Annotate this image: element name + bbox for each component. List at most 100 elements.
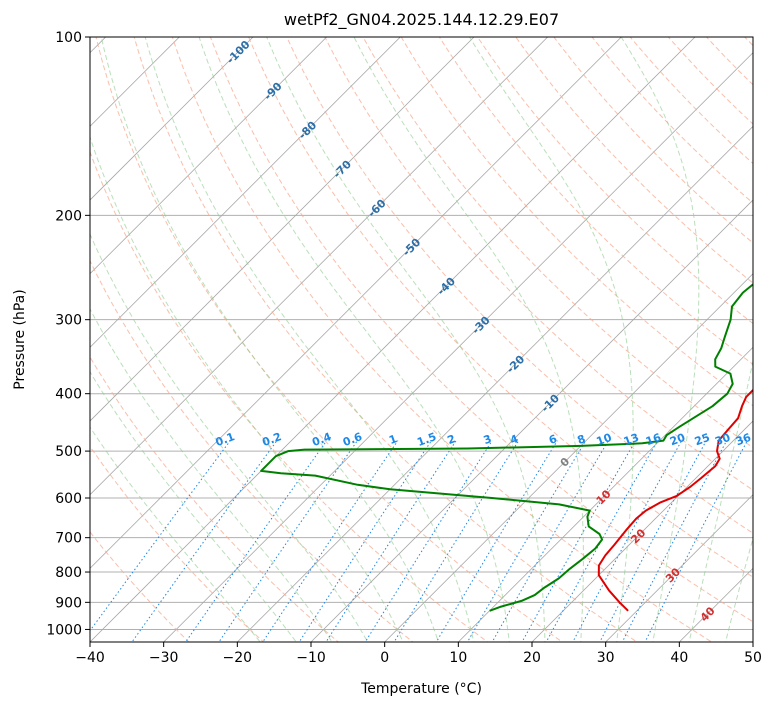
x-tick-label: −30: [149, 650, 179, 666]
isotherm-line: [531, 420, 753, 642]
temperature-profile-line: [597, 388, 753, 612]
dry-adiabat-line: [400, 37, 753, 407]
mixing-ratio-label: 1: [387, 432, 399, 447]
plot-frame: [89, 36, 754, 643]
dry-adiabat-line: [171, 37, 713, 642]
mixing-ratio-label: 0.1: [214, 430, 237, 449]
isotherm-line: [163, 52, 753, 642]
moist-adiabat-line: [620, 37, 700, 642]
y-tick-label: 600: [55, 491, 82, 507]
y-tick-label: 100: [55, 30, 82, 46]
moist-adiabat-line: [198, 37, 510, 642]
dry-adiabat-line: [133, 37, 638, 642]
series-layer: [260, 283, 753, 612]
isotherm-line: [90, 37, 622, 569]
dry-adiabat-line: [90, 150, 489, 642]
mixing-ratio-label: 6: [547, 432, 559, 447]
isotherm-line: [605, 494, 753, 642]
mixing-ratio-label: 1.5: [415, 430, 438, 449]
isotherm-line: [90, 37, 254, 201]
mixing-ratio-label: 8: [576, 432, 588, 447]
y-axis-label: Pressure (hPa): [12, 289, 28, 389]
mixing-ratio-label: 0.4: [310, 430, 333, 449]
mixing-ratio-label: 25: [693, 431, 712, 448]
mixing-ratio-label: 20: [668, 431, 687, 449]
dry-adiabat-line: [324, 37, 753, 491]
x-axis-label: Temperature (°C): [360, 681, 482, 697]
isotherm-line: [90, 37, 696, 642]
mixing-ratio-label: 36: [734, 431, 753, 449]
y-tick-label: 400: [55, 387, 82, 403]
x-tick-label: −10: [296, 650, 326, 666]
mixing-ratio-label: 3: [482, 432, 494, 447]
mixing-ratio-line: [572, 440, 683, 642]
moist-adiabat-line: [90, 308, 333, 642]
y-tick-label: 500: [55, 444, 82, 460]
dry-adiabat-line: [90, 259, 414, 642]
mixing-ratio-line: [185, 440, 328, 642]
isotherm-line: [384, 273, 753, 642]
dry-adiabat-line: [90, 356, 340, 642]
moist-adiabat-line: [353, 37, 584, 642]
dry-adiabat-line: [770, 24, 775, 654]
mixing-ratio-label: 10: [595, 431, 614, 449]
isotherm-line: [90, 37, 549, 496]
mixing-ratio-line: [298, 440, 432, 642]
grid-layer: [90, 24, 775, 654]
mixing-ratio-line: [466, 440, 587, 642]
mixing-ratio-line: [491, 440, 609, 642]
mixing-ratio-line: [90, 440, 231, 632]
moist-adiabat-line: [90, 135, 404, 642]
dry-adiabat-line: [553, 37, 753, 244]
moist-adiabat-line: [90, 370, 297, 642]
isotherm-line: [90, 37, 328, 275]
dry-adiabat-line: [591, 37, 753, 204]
x-tick-label: 40: [670, 650, 688, 666]
moist-adiabat-line: [100, 37, 440, 642]
x-tick-label: 0: [380, 650, 389, 666]
dry-adiabat-line: [286, 37, 753, 534]
dry-adiabat-line: [438, 37, 753, 366]
mixing-ratio-label: 2: [446, 432, 458, 447]
mixing-ratio-label: 30: [713, 431, 732, 449]
dry-adiabat-line: [476, 37, 753, 325]
dewpoint-profile-line: [260, 283, 753, 612]
x-tick-label: 50: [744, 650, 762, 666]
moist-adiabat-line: [90, 426, 261, 642]
mixing-ratio-label: 16: [644, 431, 663, 449]
moist-adiabat-line: [469, 37, 634, 642]
chart-title: wetPf2_GN04.2025.144.12.29.E07: [283, 10, 560, 29]
mixing-ratio-label: 4: [508, 432, 520, 447]
y-tick-label: 200: [55, 208, 82, 224]
y-tick-label: 800: [55, 565, 82, 581]
x-tick-label: 20: [523, 650, 541, 666]
mixing-ratio-label: 13: [622, 431, 641, 448]
plot-area: [90, 37, 753, 642]
dry-adiabat-line: [362, 37, 753, 449]
isotherm-line: [90, 37, 401, 348]
mixing-ratio-line: [393, 440, 520, 642]
moist-adiabat-line: [266, 37, 546, 642]
y-tick-label: 300: [55, 313, 82, 329]
y-tick-label: 900: [55, 595, 82, 611]
dry-adiabat-line: [209, 37, 753, 623]
mixing-ratio-line: [545, 440, 659, 642]
y-tick-label: 1000: [46, 622, 82, 638]
y-tick-label: 700: [55, 531, 82, 547]
axis-layer: −40 −30 −20 −10 0 10 20 30 40 5010020030040050060…: [46, 30, 762, 666]
mixing-ratio-line: [521, 440, 637, 642]
moist-adiabat-line: [144, 37, 475, 642]
mixing-ratio-line: [599, 440, 707, 642]
x-tick-label: −40: [75, 650, 105, 666]
x-tick-label: 30: [597, 650, 615, 666]
moist-adiabat-line: [725, 536, 753, 642]
isotherm-line: [310, 199, 753, 642]
dry-adiabat-line: [95, 37, 564, 642]
mixing-ratio-line: [435, 440, 558, 642]
mixing-ratio-label: 0.2: [260, 430, 283, 449]
isotherm-line: [90, 37, 475, 422]
isotherm-line: [236, 125, 753, 642]
mixing-ratio-label: 0.6: [341, 430, 364, 449]
isotherm-line: [457, 346, 753, 642]
